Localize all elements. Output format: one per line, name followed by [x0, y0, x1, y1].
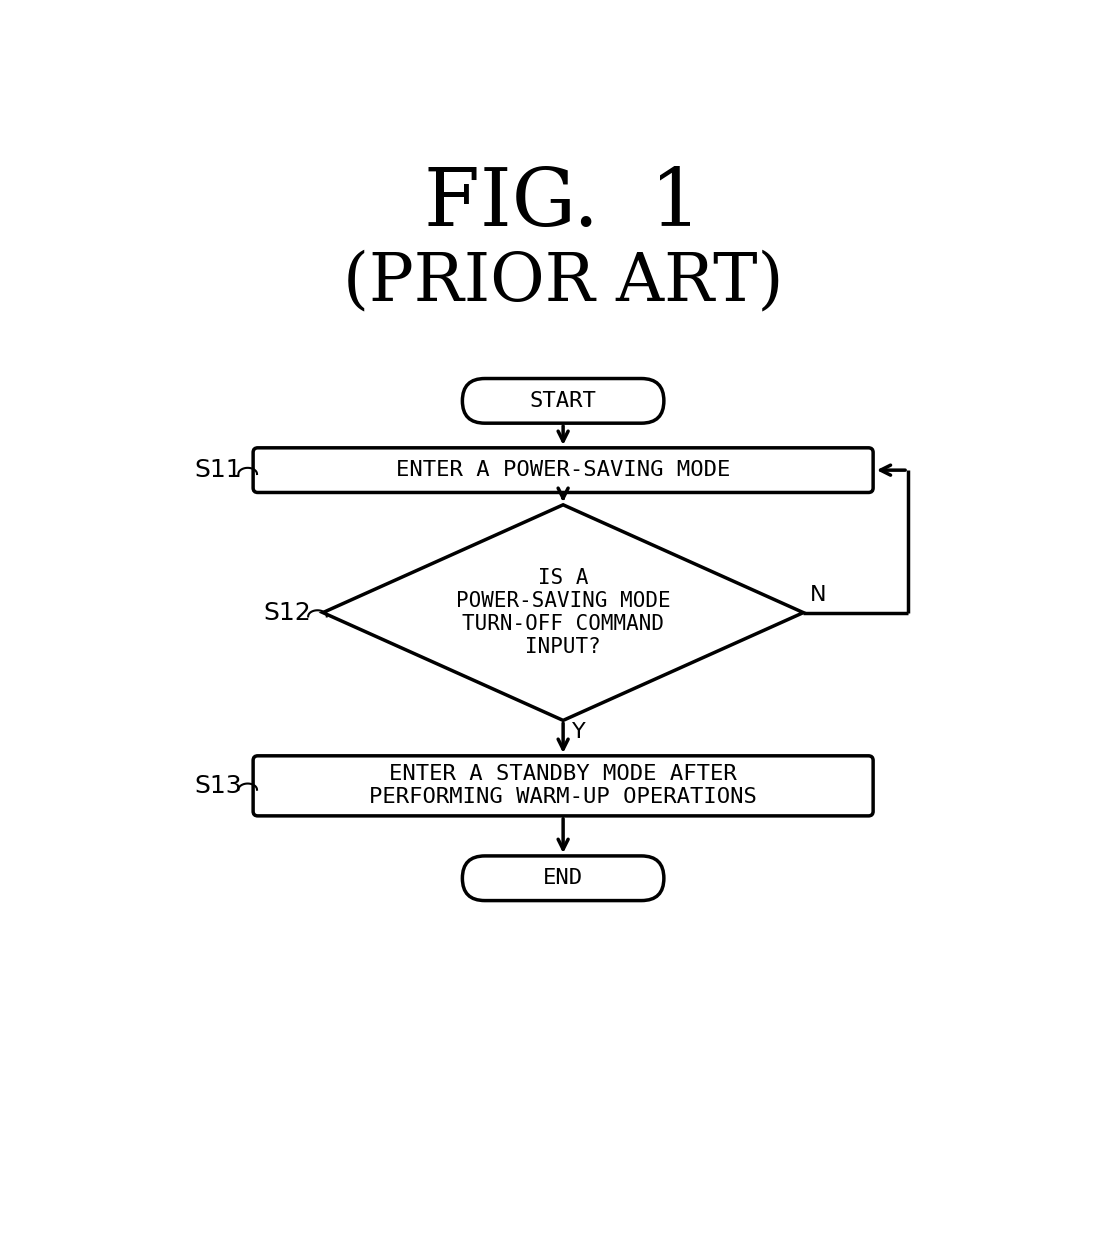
Text: FIG.  1: FIG. 1 — [425, 166, 702, 243]
Text: S11: S11 — [194, 458, 242, 482]
Text: (PRIOR ART): (PRIOR ART) — [343, 248, 783, 314]
Text: IS A
POWER-SAVING MODE
TURN-OFF COMMAND
INPUT?: IS A POWER-SAVING MODE TURN-OFF COMMAND … — [456, 567, 670, 658]
Text: START: START — [530, 390, 597, 410]
FancyBboxPatch shape — [462, 379, 664, 423]
Text: END: END — [543, 868, 584, 889]
FancyBboxPatch shape — [253, 756, 873, 816]
Text: ENTER A POWER-SAVING MODE: ENTER A POWER-SAVING MODE — [396, 461, 730, 481]
FancyBboxPatch shape — [253, 448, 873, 492]
Text: N: N — [809, 585, 826, 605]
Polygon shape — [323, 505, 804, 720]
Text: S12: S12 — [264, 601, 311, 625]
Text: Y: Y — [573, 722, 586, 742]
Text: S13: S13 — [194, 774, 242, 798]
Text: ENTER A STANDBY MODE AFTER
PERFORMING WARM-UP OPERATIONS: ENTER A STANDBY MODE AFTER PERFORMING WA… — [369, 764, 757, 807]
FancyBboxPatch shape — [462, 856, 664, 901]
